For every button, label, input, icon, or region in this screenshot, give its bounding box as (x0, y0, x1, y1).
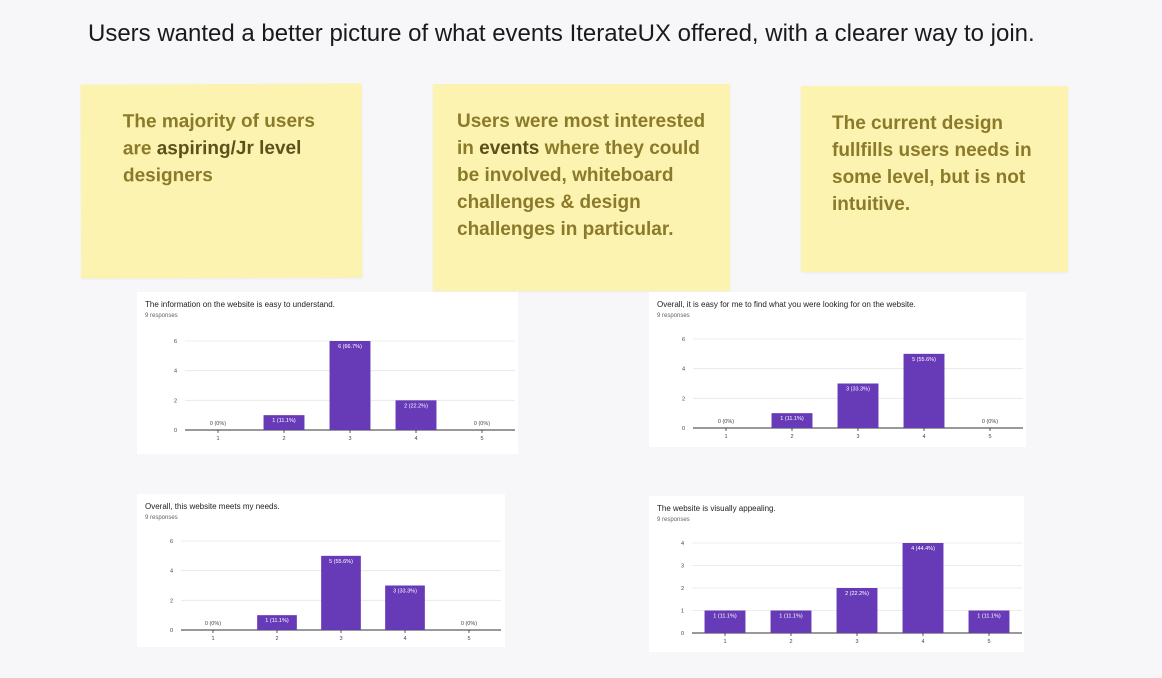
bar-data-label: 1 (11.1%) (713, 614, 737, 620)
y-tick-label: 2 (174, 398, 177, 404)
x-tick-label: 3 (855, 639, 858, 645)
bar-data-label: 1 (11.1%) (272, 418, 296, 424)
x-tick-label: 1 (211, 636, 214, 642)
x-tick-label: 3 (348, 436, 351, 442)
y-tick-label: 4 (681, 541, 684, 547)
x-tick-label: 5 (467, 636, 470, 642)
bar-chart: 0 1 2 3 4 1 1 (11.1%) 2 1 (11.1%) 3 2 (22.2%) 4 4 (4… (681, 541, 1022, 645)
x-tick-label: 1 (216, 436, 219, 442)
bar-data-label: 2 (22.2%) (404, 403, 428, 409)
sticky-note-text: The current design fullfills users needs… (832, 113, 1032, 215)
bar-1 (704, 610, 746, 633)
chart-title: Overall, this website meets my needs. (145, 502, 280, 511)
x-tick-label: 4 (921, 639, 924, 645)
bar-2 (257, 615, 297, 630)
chart-response-count: 9 responses (145, 313, 178, 319)
bar-data-label: 0 (0%) (205, 621, 221, 627)
x-tick-label: 1 (724, 434, 727, 440)
sticky-note-text: Users were most interested in events whe… (457, 111, 706, 240)
bar-data-label: 0 (0%) (474, 421, 490, 427)
x-tick-label: 5 (480, 436, 483, 442)
y-tick-label: 4 (682, 367, 685, 373)
bar-3 (836, 588, 878, 633)
bar-5 (968, 610, 1010, 633)
bar-chart: 0 2 4 6 1 0 (0%) 2 1 (11.1%) 3 3 (33.3%) 4 5 (55.6%… (682, 337, 1023, 440)
chart-title: Overall, it is easy for me to find what … (657, 300, 916, 309)
x-tick-label: 4 (922, 434, 925, 440)
bar-data-label: 1 (11.1%) (780, 416, 804, 422)
chart-card-visually-appealing: The website is visually appealing. 9 res… (649, 496, 1024, 652)
y-tick-label: 6 (174, 339, 177, 345)
chart-title: The information on the website is easy t… (145, 300, 335, 309)
bar-data-label: 2 (22.2%) (845, 591, 869, 597)
bar-data-label: 0 (0%) (982, 419, 998, 425)
bar-data-label: 1 (11.1%) (265, 618, 289, 624)
sticky-note-events-interest: Users were most interested in events whe… (433, 84, 730, 291)
y-tick-label: 2 (170, 598, 173, 604)
bar-data-label: 0 (0%) (210, 421, 226, 427)
x-tick-label: 4 (414, 436, 417, 442)
x-tick-label: 2 (789, 639, 792, 645)
bar-4 (902, 543, 944, 633)
bar-data-label: 5 (55.6%) (329, 559, 353, 565)
y-tick-label: 2 (681, 586, 684, 592)
bar-4 (903, 353, 945, 428)
x-tick-label: 2 (790, 434, 793, 440)
bar-2 (770, 610, 812, 633)
x-tick-label: 5 (988, 434, 991, 440)
x-tick-label: 3 (856, 434, 859, 440)
bar-3 (837, 383, 879, 428)
bar-data-label: 0 (0%) (718, 419, 734, 425)
bar-data-label: 1 (11.1%) (779, 614, 803, 620)
bar-data-label: 6 (66.7%) (338, 344, 362, 350)
sticky-note-design-fulfillment: The current design fullfills users needs… (801, 86, 1068, 272)
bar-3 (329, 341, 371, 430)
y-tick-label: 3 (681, 564, 684, 570)
y-tick-label: 0 (174, 428, 177, 434)
chart-card-meets-needs: Overall, this website meets my needs. 9 … (137, 494, 505, 647)
bar-data-label: 1 (11.1%) (977, 614, 1001, 620)
bar-2 (771, 413, 813, 428)
chart-response-count: 9 responses (657, 313, 690, 319)
y-tick-label: 0 (682, 426, 685, 432)
x-tick-label: 4 (403, 636, 406, 642)
x-tick-label: 1 (723, 639, 726, 645)
y-tick-label: 6 (170, 539, 173, 545)
sticky-note-text: The majority of users are aspiring/Jr le… (122, 110, 316, 187)
bar-data-label: 4 (44.4%) (911, 546, 935, 552)
bar-chart: 0 2 4 6 1 0 (0%) 2 1 (11.1%) 3 5 (55.6%) 4 3 (33.3%… (170, 539, 501, 642)
chart-card-easy-to-understand: The information on the website is easy t… (137, 292, 518, 454)
bar-data-label: 0 (0%) (461, 621, 477, 627)
bar-chart: 0 2 4 6 1 0 (0%) 2 1 (11.1%) 3 6 (66.7%) 4 2 (22.2%… (174, 339, 515, 442)
y-tick-label: 6 (682, 337, 685, 343)
y-tick-label: 0 (170, 628, 173, 634)
chart-card-easy-to-find: Overall, it is easy for me to find what … (649, 292, 1026, 447)
x-tick-label: 2 (282, 436, 285, 442)
y-tick-label: 4 (174, 369, 177, 375)
bar-data-label: 3 (33.3%) (846, 387, 870, 393)
x-tick-label: 2 (275, 636, 278, 642)
chart-response-count: 9 responses (657, 517, 690, 523)
x-tick-label: 3 (339, 636, 342, 642)
bar-data-label: 5 (55.6%) (912, 357, 936, 363)
y-tick-label: 2 (682, 396, 685, 402)
page-headline: Users wanted a better picture of what ev… (88, 20, 1035, 47)
bar-4 (395, 400, 437, 430)
sticky-note-user-level: The majority of users are aspiring/Jr le… (80, 83, 363, 279)
bar-3 (321, 555, 361, 630)
x-tick-label: 5 (987, 639, 990, 645)
bar-2 (263, 415, 305, 430)
y-tick-label: 0 (681, 631, 684, 637)
chart-title: The website is visually appealing. (657, 504, 776, 513)
y-tick-label: 4 (170, 569, 173, 575)
chart-response-count: 9 responses (145, 515, 178, 521)
bar-4 (385, 585, 425, 630)
y-tick-label: 1 (681, 609, 684, 615)
bar-data-label: 3 (33.3%) (393, 589, 417, 595)
